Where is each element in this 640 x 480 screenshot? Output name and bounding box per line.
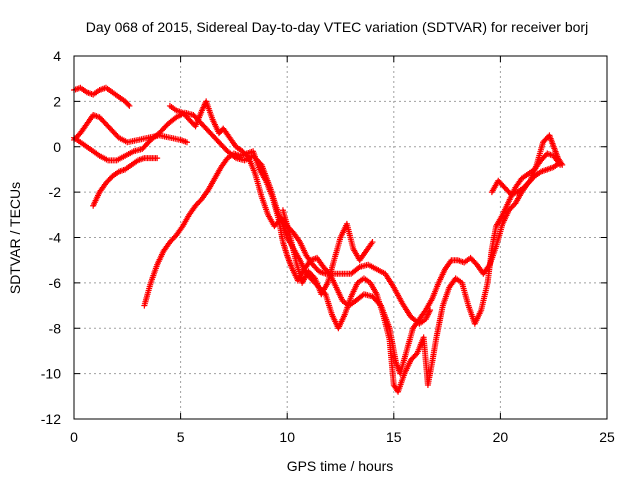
y-tick-label: 0 — [53, 139, 61, 155]
y-tick-label: -2 — [49, 184, 62, 200]
y-tick-label: -4 — [49, 230, 62, 246]
y-tick-label: 2 — [53, 93, 61, 109]
x-axis-label: GPS time / hours — [287, 458, 394, 474]
x-tick-label: 20 — [493, 429, 509, 445]
data-point — [525, 179, 532, 186]
data-point — [183, 139, 190, 146]
data-point — [559, 161, 566, 168]
y-tick-label: -10 — [41, 366, 61, 382]
x-tick-label: 0 — [70, 429, 78, 445]
data-point — [244, 153, 251, 160]
data-point — [310, 273, 317, 280]
data-series — [488, 132, 566, 198]
data-point — [412, 351, 419, 358]
y-tick-label: -8 — [49, 320, 62, 336]
y-tick-label: -6 — [49, 275, 62, 291]
y-tick-label: 4 — [53, 48, 61, 64]
x-tick-label: 25 — [599, 429, 615, 445]
data-point — [154, 155, 161, 162]
y-tick-label: -12 — [41, 411, 61, 427]
data-series — [90, 155, 161, 209]
data-series — [141, 148, 564, 377]
x-tick-label: 15 — [386, 429, 402, 445]
data-series — [166, 98, 564, 395]
data-point — [558, 160, 565, 167]
y-axis-label: SDTVAR / TECUs — [7, 182, 23, 294]
data-point — [125, 101, 132, 108]
axis-ticks — [73, 55, 608, 420]
data-point — [369, 239, 376, 246]
data-series — [279, 207, 376, 298]
x-tick-label: 5 — [177, 429, 185, 445]
tick-labels: 0 5 10 15 20 25 -12 -10 -8 -6 -4 -2 0 2 4 — [41, 48, 615, 445]
chart-title: Day 068 of 2015, Sidereal Day-to-day VTE… — [86, 19, 588, 35]
data-points — [71, 84, 566, 395]
data-series — [71, 84, 133, 109]
x-tick-label: 10 — [279, 429, 295, 445]
data-point — [126, 102, 133, 109]
